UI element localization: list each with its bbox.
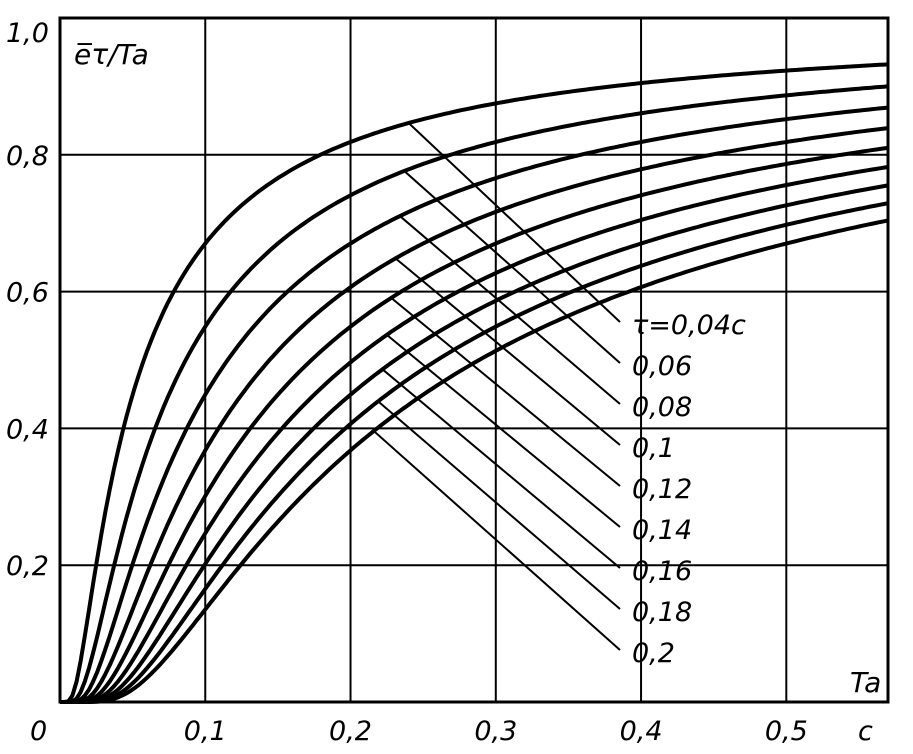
- leader-line-4: [390, 297, 621, 487]
- series-line-1: [60, 84, 889, 704]
- curve-label-6: 0,16: [632, 556, 692, 587]
- x-tick-label-1: 0,2: [329, 716, 372, 747]
- y-tick-label-1: 0,4: [6, 414, 49, 445]
- curve-label-5: 0,14: [632, 515, 692, 546]
- series-line-5: [60, 165, 889, 704]
- x-tick-label-4: 0,5: [765, 716, 808, 747]
- y-tick-label-2: 0,6: [6, 278, 49, 309]
- leader-line-2: [399, 215, 621, 405]
- y-tick-label-4: 1,0: [6, 18, 49, 49]
- x-tick-label-3: 0,4: [620, 716, 663, 747]
- origin-label: 0: [30, 716, 47, 747]
- curve-label-2: 0,08: [632, 392, 692, 423]
- x-tick-label-2: 0,3: [474, 716, 517, 747]
- plot-frame: [58, 16, 890, 704]
- x-tick-label-0: 0,1: [184, 716, 227, 747]
- x-unit-label: c: [858, 716, 873, 747]
- series-line-8: [60, 218, 889, 704]
- curve-labels: τ=0,04c 0,06 0,08 0,1 0,12 0,14 0,16 0,18 0,2: [632, 310, 746, 669]
- curve-label-3: 0,1: [632, 433, 675, 464]
- curves: [60, 62, 889, 704]
- x-axis-label: Ta: [850, 666, 881, 699]
- series-line-2: [60, 105, 889, 704]
- curve-label-8: 0,2: [632, 638, 675, 669]
- series-line-0: [60, 62, 889, 704]
- tick-labels: 0,1 0,2 0,3 0,4 0,5 0,2 0,4 0,6 0,8 1,0: [6, 18, 808, 747]
- series-line-6: [60, 183, 889, 704]
- y-tick-label-0: 0,2: [6, 551, 49, 582]
- series-line-3: [60, 126, 889, 704]
- curve-label-0: τ=0,04c: [632, 310, 746, 341]
- leader-line-6: [381, 368, 621, 569]
- curve-label-1: 0,06: [632, 351, 692, 382]
- leader-line-8: [373, 430, 621, 651]
- curve-label-4: 0,12: [632, 474, 692, 505]
- leader-line-7: [377, 400, 621, 610]
- series-line-4: [60, 145, 889, 704]
- y-axis-label: e̅τ/Ta: [74, 38, 149, 71]
- leader-line-3: [394, 257, 621, 446]
- curve-label-7: 0,18: [632, 597, 692, 628]
- series-line-7: [60, 201, 889, 704]
- y-tick-label-3: 0,8: [6, 141, 49, 172]
